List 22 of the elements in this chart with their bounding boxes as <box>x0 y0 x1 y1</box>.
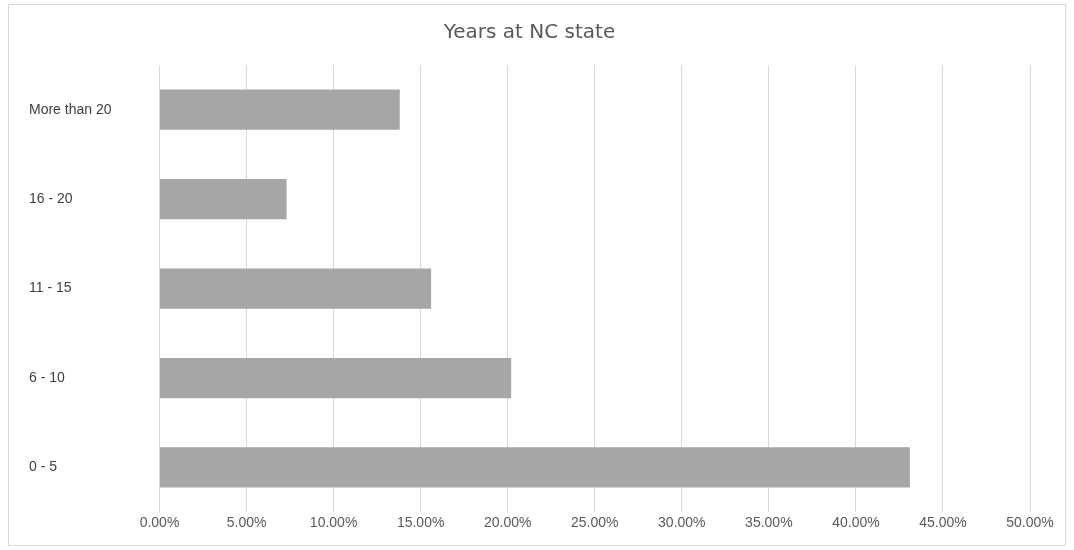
bar <box>160 357 512 399</box>
x-tick-label: 50.00% <box>1006 514 1054 531</box>
y-tick-label: 6 - 10 <box>29 368 66 385</box>
x-tick-label: 40.00% <box>832 514 880 531</box>
bar <box>160 268 432 309</box>
bar <box>160 447 910 488</box>
y-tick-label: 11 - 15 <box>29 279 72 296</box>
x-tick-label: 15.00% <box>396 514 445 531</box>
chart-title: Years at NC state <box>442 19 616 44</box>
x-tick-label: 45.00% <box>919 514 967 531</box>
x-tick-label: 5.00% <box>226 514 267 531</box>
x-tick-label: 10.00% <box>309 514 358 531</box>
x-tick-label: 0.00% <box>139 514 180 531</box>
x-tick-label: 20.00% <box>483 514 532 531</box>
bar <box>160 179 287 220</box>
y-tick-label: 0 - 5 <box>29 458 58 475</box>
x-tick-label: 25.00% <box>571 514 619 531</box>
x-tick-label: 35.00% <box>745 514 793 531</box>
bar <box>160 89 400 130</box>
y-tick-label: 16 - 20 <box>29 190 73 207</box>
x-tick-label: 30.00% <box>658 514 706 531</box>
y-tick-label: More than 20 <box>29 100 112 117</box>
